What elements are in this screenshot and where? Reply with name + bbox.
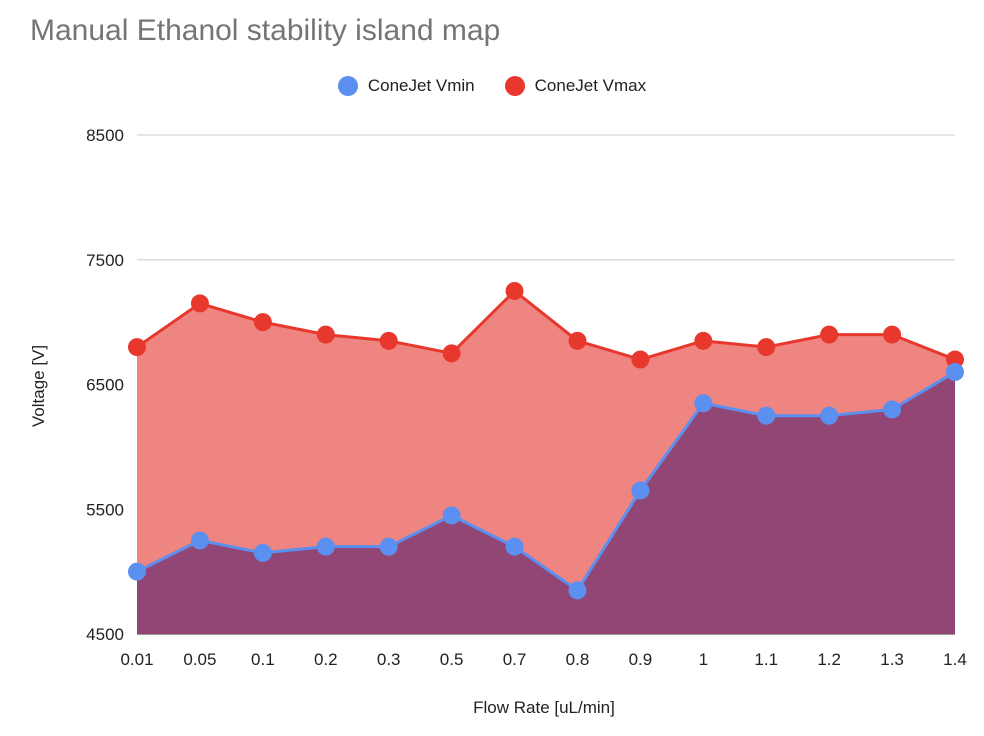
data-point-vmin <box>128 562 146 581</box>
data-point-vmin <box>946 363 964 382</box>
data-point-vmin <box>379 537 398 556</box>
data-point-vmax <box>820 325 839 344</box>
legend: ConeJet Vmin ConeJet Vmax <box>0 76 984 96</box>
data-point-vmax <box>128 338 146 357</box>
series-line-vmax <box>136 289 956 362</box>
data-point-vmin <box>883 400 902 419</box>
data-point-vmax <box>253 313 272 332</box>
legend-label-vmax: ConeJet Vmax <box>534 76 647 95</box>
data-point-vmax <box>757 338 776 357</box>
data-point-vmax <box>694 331 713 350</box>
data-point-vmax <box>568 331 587 350</box>
x-tick-label: 1.1 <box>754 650 778 669</box>
legend-item-vmax: ConeJet Vmax <box>504 76 647 96</box>
data-point-vmin <box>631 481 650 500</box>
x-tick-label: 0.5 <box>440 650 464 669</box>
legend-marker-vmin <box>337 76 358 96</box>
y-tick-labels: 8500 7500 6500 5500 4500 <box>86 126 124 644</box>
x-axis-label: Flow Rate [uL/min] <box>473 698 615 717</box>
data-point-vmin <box>316 537 335 556</box>
series-lines <box>136 289 956 592</box>
data-point-vmax <box>379 331 398 350</box>
x-tick-label: 1.3 <box>880 650 904 669</box>
chart-title: Manual Ethanol stability island map <box>30 14 501 47</box>
x-tick-label: 0.7 <box>503 650 527 669</box>
y-axis-label: Voltage [V] <box>29 345 48 427</box>
legend-item-vmin: ConeJet Vmin <box>337 76 475 96</box>
data-point-vmin <box>190 531 209 550</box>
series-line-vmin <box>136 370 956 592</box>
data-point-vmax <box>505 281 524 300</box>
x-tick-label: 1.4 <box>943 650 967 669</box>
x-tick-label: 0.05 <box>183 650 216 669</box>
x-tick-label: 0.9 <box>629 650 653 669</box>
x-tick-label: 0.8 <box>566 650 590 669</box>
x-tick-label: 1 <box>699 650 708 669</box>
x-tick-label: 0.2 <box>314 650 338 669</box>
data-point-vmin <box>442 506 461 525</box>
y-tick-label: 7500 <box>86 251 124 270</box>
y-tick-label: 5500 <box>86 500 124 519</box>
x-tick-labels: 0.01 0.05 0.1 0.2 0.3 0.5 0.7 0.8 0.9 1 1.1 1.2 1.3 1… <box>120 650 966 669</box>
data-point-vmin <box>505 537 524 556</box>
data-point-vmin <box>757 406 776 425</box>
data-point-vmax <box>631 350 650 369</box>
data-point-vmin <box>820 406 839 425</box>
x-tick-label: 1.2 <box>817 650 841 669</box>
legend-marker-vmax <box>504 76 525 96</box>
data-point-vmin <box>568 581 587 600</box>
y-tick-label: 8500 <box>86 126 124 145</box>
y-tick-label: 6500 <box>86 376 124 395</box>
data-point-vmin <box>253 543 272 562</box>
x-tick-label: 0.1 <box>251 650 275 669</box>
x-tick-label: 0.01 <box>120 650 153 669</box>
area-fills <box>137 290 955 634</box>
area-vmin <box>137 372 955 634</box>
data-point-vmax <box>190 294 209 313</box>
legend-label-vmin: ConeJet Vmin <box>367 76 475 95</box>
data-points <box>128 281 964 600</box>
data-point-vmax <box>883 325 902 344</box>
x-tick-label: 0.3 <box>377 650 401 669</box>
y-tick-label: 4500 <box>86 625 124 644</box>
data-point-vmax <box>316 325 335 344</box>
data-point-vmax <box>442 344 461 363</box>
data-point-vmin <box>694 394 713 413</box>
data-point-vmax <box>946 350 964 369</box>
